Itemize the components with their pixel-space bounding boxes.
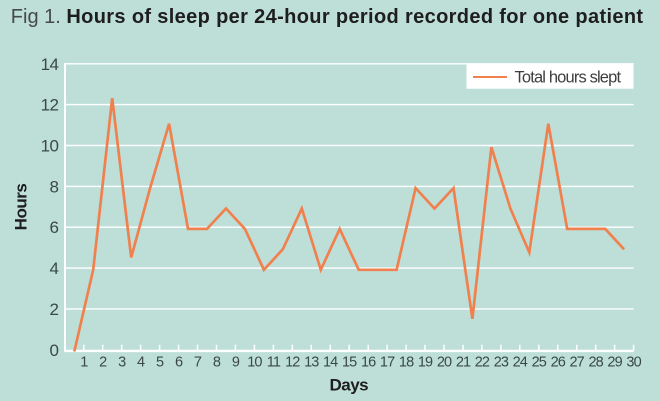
svg-text:15: 15: [342, 355, 357, 371]
svg-text:6: 6: [50, 218, 59, 237]
svg-text:30: 30: [626, 355, 641, 371]
svg-text:23: 23: [494, 355, 509, 371]
svg-text:1: 1: [80, 355, 88, 371]
svg-text:18: 18: [399, 355, 414, 371]
svg-text:0: 0: [50, 341, 59, 360]
svg-text:14: 14: [323, 355, 338, 371]
svg-text:29: 29: [607, 355, 622, 371]
svg-text:20: 20: [437, 355, 452, 371]
svg-text:Hours: Hours: [12, 184, 31, 231]
svg-text:13: 13: [304, 355, 319, 371]
svg-text:19: 19: [418, 355, 433, 371]
svg-text:27: 27: [570, 355, 585, 371]
svg-text:Total hours slept: Total hours slept: [515, 69, 622, 87]
svg-text:4: 4: [137, 355, 145, 371]
svg-text:12: 12: [285, 355, 300, 371]
svg-text:16: 16: [361, 355, 376, 371]
svg-text:6: 6: [175, 355, 183, 371]
svg-text:26: 26: [551, 355, 566, 371]
svg-text:24: 24: [513, 355, 528, 371]
svg-text:2: 2: [50, 300, 59, 319]
svg-text:10: 10: [41, 137, 59, 156]
svg-text:4: 4: [50, 259, 59, 278]
svg-text:2: 2: [99, 355, 107, 371]
svg-text:11: 11: [267, 355, 281, 371]
svg-text:28: 28: [589, 355, 604, 371]
svg-text:21: 21: [456, 355, 471, 371]
svg-text:Days: Days: [329, 375, 368, 394]
svg-text:7: 7: [194, 355, 202, 371]
svg-text:22: 22: [475, 355, 490, 371]
svg-text:12: 12: [41, 96, 59, 115]
svg-text:8: 8: [50, 177, 59, 196]
svg-text:10: 10: [247, 355, 262, 371]
svg-text:3: 3: [118, 355, 126, 371]
svg-text:17: 17: [380, 355, 395, 371]
svg-text:8: 8: [213, 355, 221, 371]
svg-text:9: 9: [232, 355, 240, 371]
svg-text:25: 25: [532, 355, 547, 371]
svg-text:14: 14: [41, 55, 59, 74]
svg-text:5: 5: [156, 355, 164, 371]
